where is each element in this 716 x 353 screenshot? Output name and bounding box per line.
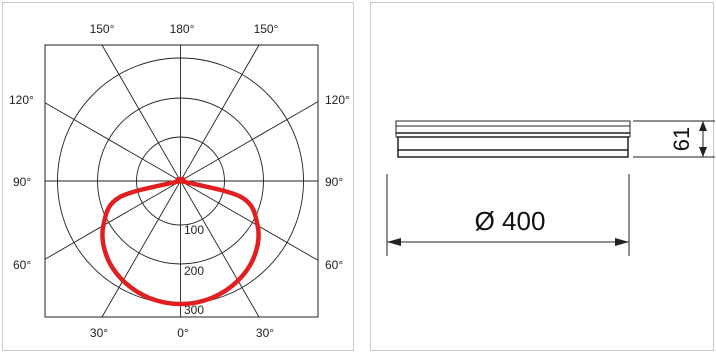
angle-label-left-90: 90° bbox=[13, 175, 31, 189]
ring-label-200: 200 bbox=[184, 264, 204, 278]
width-dimension bbox=[386, 174, 630, 256]
angle-label-bottom-right: 30° bbox=[256, 326, 274, 340]
angle-label-bottom-center: 0° bbox=[177, 326, 189, 340]
angle-label-left-60: 60° bbox=[13, 258, 31, 272]
dimension-drawing: Ø 400 61 bbox=[386, 120, 715, 256]
angle-label-top-right: 150° bbox=[254, 22, 279, 36]
height-dimension bbox=[633, 120, 715, 158]
polar-diagram: 100 200 300 150° 180° 150° 120° 90° 60° … bbox=[9, 22, 350, 340]
ring-label-100: 100 bbox=[184, 223, 204, 237]
angle-label-top-left: 150° bbox=[90, 22, 115, 36]
angle-label-top-center: 180° bbox=[170, 22, 195, 36]
diameter-label: Ø 400 bbox=[475, 206, 546, 236]
ring-label-300: 300 bbox=[184, 303, 204, 317]
angle-label-bottom-left: 30° bbox=[90, 326, 108, 340]
height-label: 61 bbox=[669, 127, 694, 151]
angle-label-right-60: 60° bbox=[325, 258, 343, 272]
polar-diagram-panel: 100 200 300 150° 180° 150° 120° 90° 60° … bbox=[2, 2, 354, 351]
angle-label-right-90: 90° bbox=[325, 175, 343, 189]
angle-label-right-120: 120° bbox=[325, 93, 350, 107]
angle-label-left-120: 120° bbox=[9, 93, 34, 107]
dimension-drawing-panel: Ø 400 61 bbox=[370, 2, 715, 351]
luminaire-profile bbox=[395, 120, 631, 158]
light-intensity-curve bbox=[100, 176, 261, 307]
